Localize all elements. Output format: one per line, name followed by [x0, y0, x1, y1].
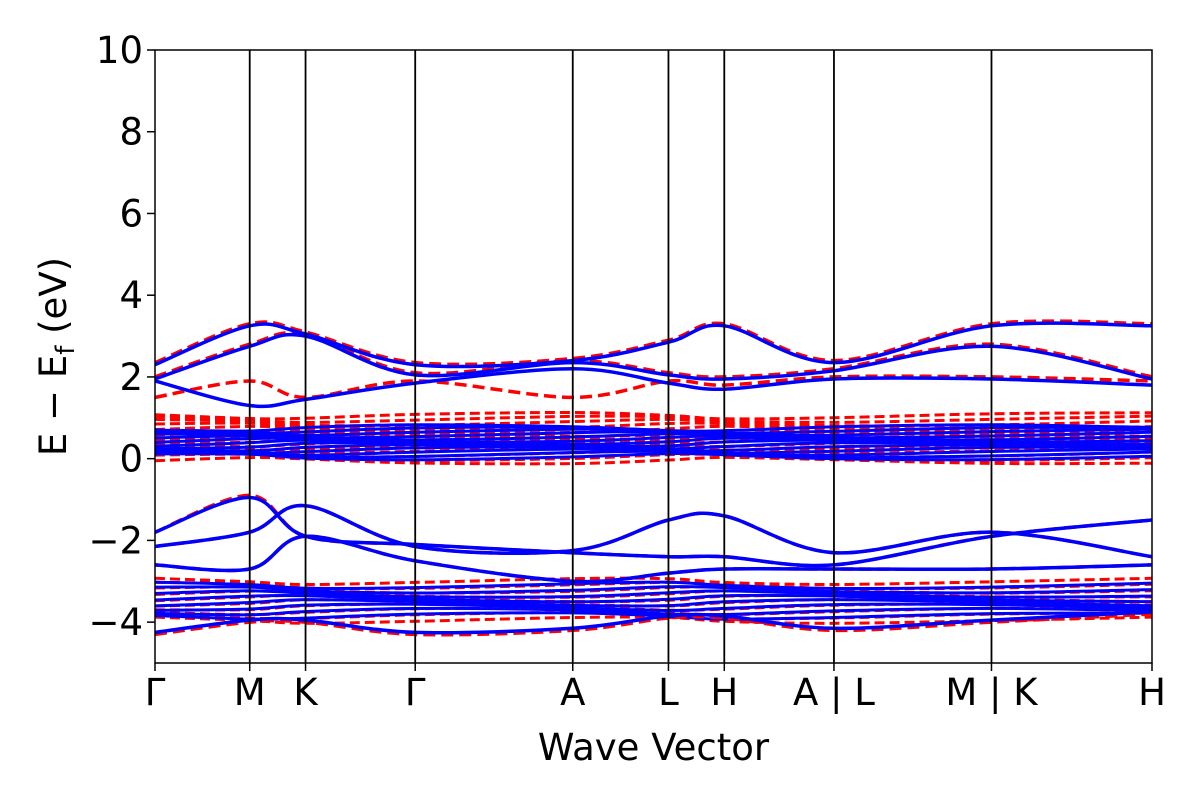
band-line-blue: [155, 332, 1152, 381]
x-tick-label: M | K: [945, 671, 1039, 714]
dense-band-line: [155, 593, 1152, 604]
band-line-red-dashed: [155, 612, 1152, 637]
y-tick-label: 4: [119, 274, 143, 317]
dense-band-line: [155, 429, 1152, 440]
band-line-blue: [155, 367, 1152, 409]
dense-band-line: [155, 449, 1152, 460]
x-tick-label: A: [560, 671, 585, 714]
y-axis-label-unit: (eV): [32, 257, 75, 346]
band-line-blue: [155, 495, 1152, 568]
bands-layer: [155, 319, 1152, 637]
band-line-blue: [155, 610, 1152, 635]
y-tick-label: 0: [119, 438, 143, 481]
dense-band-line: [155, 589, 1152, 599]
band-line-red-dashed: [155, 330, 1152, 379]
band-line-red-dashed: [155, 319, 1152, 367]
dense-band-line: [155, 410, 1152, 421]
kpath-lines: [248, 50, 993, 663]
x-tick-label: L: [658, 671, 679, 714]
dense-band-line: [155, 423, 1152, 433]
y-tick-label: 6: [119, 192, 143, 235]
band-line-blue: [155, 503, 1152, 559]
dense-band-line: [155, 585, 1152, 595]
band-line-red-dashed: [155, 374, 1152, 400]
dense-band-line: [155, 580, 1152, 591]
x-tick-label: H: [1138, 671, 1166, 714]
x-tick-label: Γ: [405, 671, 426, 714]
x-tick-label: Γ: [145, 671, 166, 714]
y-tick-label: 2: [119, 356, 143, 399]
y-ticks: −4 −2 0 2 4 6 8 10: [88, 29, 155, 644]
dense-band-line: [155, 598, 1152, 608]
y-axis-label-subscript: f: [51, 345, 81, 355]
x-axis-label: Wave Vector: [538, 726, 770, 769]
y-tick-label: −4: [88, 601, 143, 644]
x-tick-label: M: [234, 671, 266, 714]
band-line-blue: [155, 534, 1152, 584]
x-tick-label: H: [710, 671, 738, 714]
band-line-blue: [155, 321, 1152, 369]
y-tick-label: 8: [119, 111, 143, 154]
dense-band-line: [155, 602, 1152, 613]
y-tick-label: −2: [88, 519, 143, 562]
y-axis-label-main: E − E: [32, 355, 75, 456]
x-tick-label: K: [293, 671, 319, 714]
dense-band-line: [155, 606, 1152, 617]
plot-frame: [154, 49, 1153, 664]
y-axis-label: E − Ef (eV): [32, 257, 81, 456]
y-tick-label: 10: [96, 29, 143, 72]
dense-band-line: [155, 414, 1152, 425]
x-tick-label: A | L: [793, 671, 875, 714]
